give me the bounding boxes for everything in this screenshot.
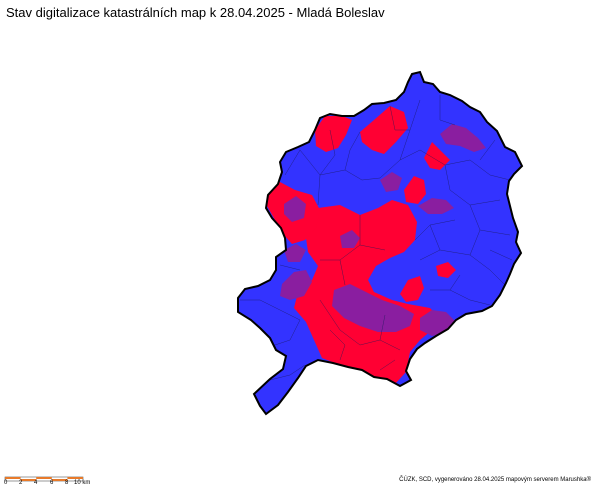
red-area-east-small <box>404 176 426 204</box>
scale-bar-labels: 0 2 4 6 8 10 km <box>4 480 90 489</box>
scale-label-8: 8 <box>65 480 69 486</box>
red-area-north <box>360 106 408 154</box>
scale-label-10km: 10 km <box>74 480 91 486</box>
scale-bar: 0 2 4 6 8 10 km <box>4 471 90 489</box>
map-title: Stav digitalizace katastrálních map k 28… <box>6 5 385 20</box>
purple-area-west-3 <box>284 244 306 262</box>
red-area-center <box>294 200 440 384</box>
map-credits: ČÚZK, SCD, vygenerováno 28.04.2025 mapov… <box>399 477 591 483</box>
status-areas-red <box>267 106 456 384</box>
scale-label-6: 6 <box>50 480 54 486</box>
purple-area-north-center <box>380 172 402 192</box>
purple-area-south <box>332 284 414 332</box>
purple-area-west <box>280 270 312 300</box>
red-area-north-east <box>424 142 450 170</box>
status-areas-purple <box>280 124 486 336</box>
scale-bar-graphic <box>4 476 84 482</box>
scale-label-4: 4 <box>34 480 38 486</box>
red-area-north-west <box>315 116 352 152</box>
scale-label-2: 2 <box>19 480 23 486</box>
purple-area-east <box>418 198 454 214</box>
red-area-east <box>400 276 424 302</box>
purple-area-west-2 <box>284 196 306 222</box>
cadastral-boundaries <box>240 95 513 381</box>
red-area-east-2 <box>436 262 456 278</box>
purple-area-center <box>340 230 360 248</box>
district-fill-group <box>238 72 522 414</box>
purple-area-north-east <box>440 124 486 152</box>
scale-label-0: 0 <box>4 480 8 486</box>
